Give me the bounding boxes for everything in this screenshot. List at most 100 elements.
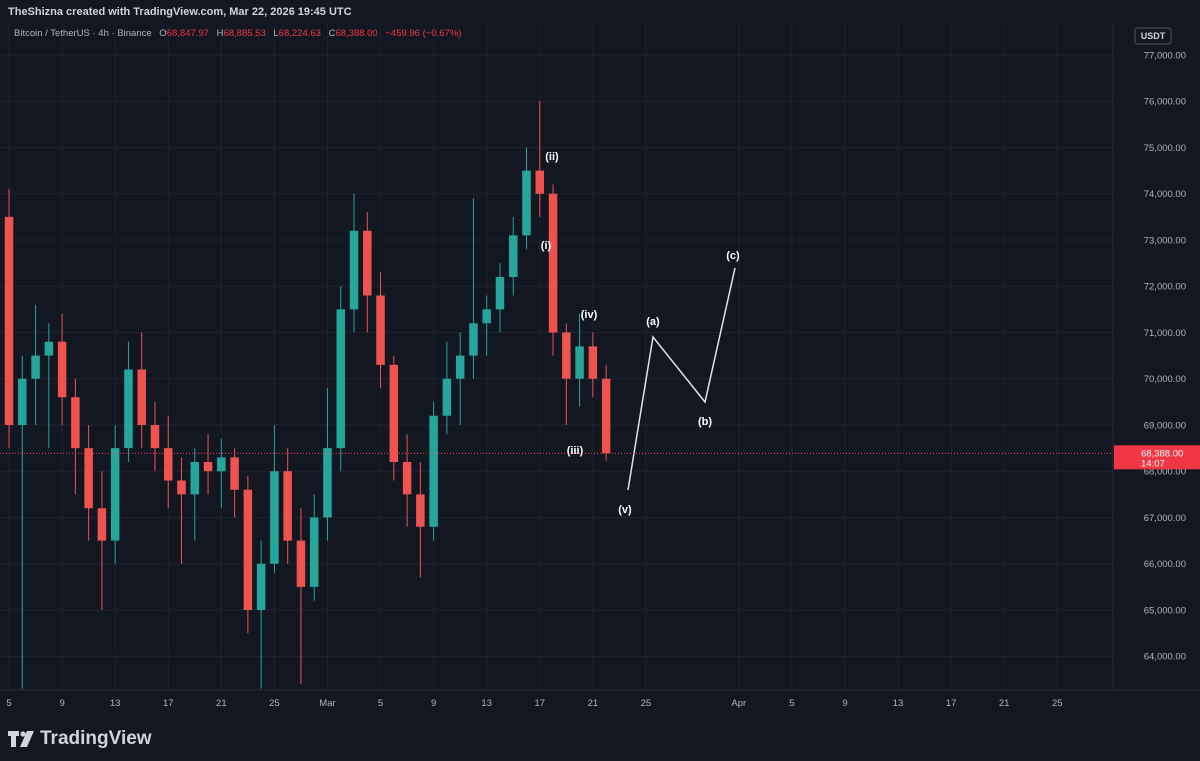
x-tick-label: 21: [216, 698, 227, 709]
legend: Bitcoin / TetherUS · 4h · Binance O68,84…: [14, 28, 461, 39]
y-tick-label: 77,000.00: [1144, 50, 1186, 61]
candle-body: [548, 193, 558, 333]
candle-body: [482, 309, 491, 324]
wave-label: (b): [698, 416, 712, 428]
candle-body: [4, 216, 14, 425]
ohlc-key: O: [159, 28, 167, 39]
candle-body: [522, 170, 531, 236]
y-tick-label: 64,000.00: [1144, 652, 1186, 663]
x-tick-label: 5: [789, 698, 794, 709]
candle-body: [296, 540, 306, 587]
candle-body: [336, 309, 345, 449]
candle-body: [203, 461, 213, 472]
candle-body: [562, 332, 571, 379]
currency: USDT: [1141, 31, 1166, 41]
candle-body: [177, 480, 186, 495]
candle-body: [575, 346, 584, 379]
candle-body: [71, 397, 80, 449]
last-price-tag: [1114, 445, 1200, 470]
y-tick-label: 68,000.00: [1144, 467, 1186, 478]
x-tick-label: 21: [588, 698, 599, 709]
x-tick-label: 21: [999, 698, 1010, 709]
x-tick-label: 25: [1052, 698, 1063, 709]
candle-body: [137, 369, 146, 425]
candle-body: [57, 341, 67, 398]
y-tick-label: 72,000.00: [1144, 282, 1186, 293]
x-tick-label: 13: [481, 698, 492, 709]
logo-text: TradingView: [40, 728, 152, 749]
x-tick-label: 9: [842, 698, 847, 709]
y-tick-label: 75,000.00: [1144, 143, 1186, 154]
ohlc-key: L: [273, 28, 279, 39]
candle-body: [31, 355, 40, 379]
logo[interactable]: TradingView: [8, 728, 152, 750]
ohlc-value: 68,847.97: [166, 28, 209, 39]
last-price-label: 68,388.00: [1141, 448, 1183, 459]
wave-label: (c): [726, 250, 740, 262]
candle-body: [442, 378, 452, 416]
x-tick-label: 9: [431, 698, 436, 709]
y-tick-label: 66,000.00: [1144, 559, 1186, 570]
candle-body: [18, 378, 27, 425]
x-tick-label: 17: [534, 698, 545, 709]
candle-body: [256, 563, 266, 610]
candle-body: [495, 276, 505, 310]
wave-label: (ii): [545, 151, 559, 163]
chart-bg: [0, 24, 1200, 720]
candle-body: [84, 448, 93, 509]
currency-badge[interactable]: [1134, 27, 1172, 45]
candle-body: [190, 461, 200, 495]
y-tick-label: 73,000.00: [1144, 235, 1186, 246]
ohlc-key: H: [216, 28, 224, 39]
x-tick-label: 17: [946, 698, 957, 709]
wave-label: (i): [541, 240, 552, 252]
candle-body: [389, 364, 399, 462]
candle-body: [243, 489, 253, 610]
ohlc-value: 68,388.00: [335, 28, 378, 39]
y-tick-label: 76,000.00: [1144, 97, 1186, 108]
x-tick-label: 25: [641, 698, 652, 709]
price-axis: 64,000.00 65,000.00 66,000.00 67,000.00 68,0…: [1144, 50, 1186, 662]
projection-path: [627, 267, 736, 491]
y-tick-label: 67,000.00: [1144, 513, 1186, 524]
attribution: TheShizna created with TradingView.com, …: [8, 6, 352, 18]
candle-body: [402, 461, 412, 495]
x-tick-label: Apr: [731, 698, 746, 709]
time-axis: 5 9 13 17 21 25 Mar 5 9 13 17 21 25 Apr 5 9 13 17 21 25: [6, 698, 1062, 709]
candle-body: [164, 448, 173, 481]
x-tick-label: 13: [110, 698, 121, 709]
candle-body: [508, 235, 518, 277]
y-tick-label: 70,000.00: [1144, 374, 1186, 385]
candle-body: [110, 448, 120, 541]
x-tick-label: 17: [163, 698, 174, 709]
change: −459.96 (−0.67%): [385, 28, 462, 39]
logo-icon: [8, 731, 34, 747]
wave-label: (iv): [581, 309, 598, 321]
ohlc-key: C: [328, 28, 336, 39]
ohlc-value: 68,224.63: [278, 28, 321, 39]
candle-body: [469, 323, 478, 356]
x-tick-label: 9: [59, 698, 64, 709]
candle-body: [601, 378, 611, 454]
wave-label: (iii): [567, 445, 584, 457]
wave-label: (v): [618, 504, 632, 516]
candle-body: [363, 230, 372, 296]
candle-body: [270, 471, 279, 564]
symbol: Bitcoin / TetherUS · 4h · Binance: [14, 28, 152, 39]
y-tick-label: 74,000.00: [1144, 189, 1186, 200]
x-tick-label: 5: [6, 698, 11, 709]
candle-body: [217, 457, 226, 472]
candle-body: [376, 295, 385, 365]
y-tick-label: 69,000.00: [1144, 420, 1186, 431]
x-tick-label: 25: [269, 698, 280, 709]
candle-body: [124, 369, 133, 449]
top-bar: TheShizna created with TradingView.com, …: [0, 0, 1200, 24]
x-tick-label: 13: [893, 698, 904, 709]
candle-body: [455, 355, 465, 379]
candle-body: [429, 415, 438, 527]
y-tick-label: 71,000.00: [1144, 328, 1186, 339]
candle-body: [416, 494, 425, 527]
